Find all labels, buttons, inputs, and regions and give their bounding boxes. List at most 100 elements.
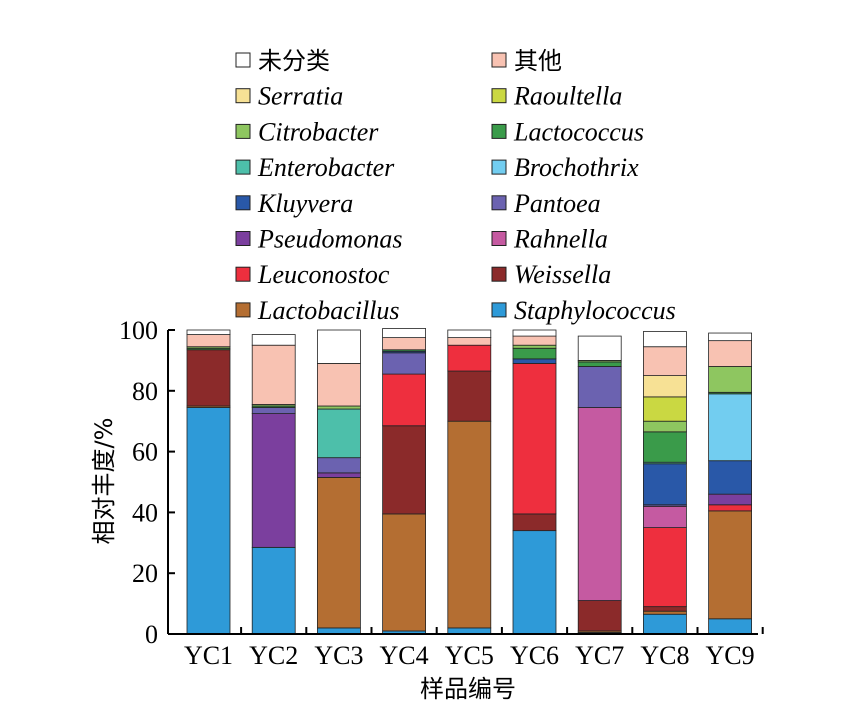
bar-segment-yc9-pseudomonas (708, 493, 752, 506)
x-tick-label-yc2: YC2 (249, 641, 298, 670)
legend-item-rahnella: Rahnella (491, 225, 608, 254)
x-axis-title: 样品编号 (420, 675, 516, 703)
bar-stack-yc1 (186, 329, 231, 635)
legend-swatch (491, 159, 507, 175)
bar-segment-yc4-lactobacillus (382, 513, 427, 632)
bar-segment-yc8-kluyvera (643, 463, 687, 506)
bar-segment-yc4-pantoea (382, 352, 427, 375)
bar-segment-yc6-kluyvera (512, 358, 557, 364)
bar-segment-yc5-leuconostoc (447, 344, 492, 372)
bar-segment-yc1-staphylococcus (186, 407, 231, 635)
y-axis-title: 相对丰度/% (90, 418, 118, 545)
legend-label: 未分类 (258, 47, 330, 75)
x-tick-label-yc1: YC1 (184, 641, 233, 670)
bar-segment-yc9-lactobacillus (708, 510, 752, 620)
bar-segment-yc1-未分类 (186, 329, 231, 335)
bar-segment-yc3-pseudomonas (316, 472, 361, 478)
legend-item-其他: 其他 (491, 47, 562, 75)
y-tick-label: 0 (145, 620, 158, 649)
legend-swatch (235, 266, 251, 282)
x-tick-label-yc9: YC9 (706, 641, 755, 670)
bar-segment-yc6-leuconostoc (512, 363, 557, 515)
bars (186, 328, 752, 635)
x-ticks: YC1 YC2 YC3 YC4 YC5 YC6 YC7 YC8 YC9 (184, 627, 764, 670)
bar-segment-yc8-weissella (643, 606, 687, 612)
bar-segment-yc5-weissella (447, 370, 492, 422)
bar-segment-yc4-其他 (382, 337, 427, 351)
x-tick-label-yc5: YC5 (445, 641, 494, 670)
bar-segment-yc8-rahnella (643, 505, 687, 529)
legend-swatch (235, 52, 251, 68)
legend-item-raoultella: Raoultella (491, 82, 622, 111)
legend-item-brochothrix: Brochothrix (491, 153, 639, 182)
legend-swatch (235, 88, 251, 104)
bar-segment-yc2-未分类 (251, 334, 296, 346)
x-tick-label-yc4: YC4 (380, 641, 429, 670)
bar-segment-yc8-citrobacter (643, 420, 687, 433)
legend-swatch (491, 195, 507, 211)
legend-swatch (491, 302, 507, 318)
legend-label: Brochothrix (514, 153, 639, 182)
y-tick-label: 40 (132, 498, 158, 527)
legend-label: 其他 (514, 47, 562, 75)
legend-item-weissella: Weissella (491, 260, 611, 289)
bar-segment-yc2-其他 (251, 344, 296, 405)
bar-segment-yc3-citrobacter (316, 405, 361, 410)
legend-item-citrobacter: Citrobacter (235, 117, 379, 146)
bar-segment-yc7-pantoea (577, 366, 622, 408)
bar-segment-yc3-lactobacillus (316, 477, 361, 629)
legend-item-serratia: Serratia (235, 82, 343, 111)
legend-label: Pseudomonas (257, 225, 402, 254)
bar-segment-yc9-kluyvera (708, 460, 752, 495)
bar-segment-yc3-enterobacter (316, 408, 361, 459)
legend-label: Pantoea (513, 189, 601, 218)
bar-segment-yc9-citrobacter (708, 366, 752, 393)
y-ticks: 0 20 40 60 80 100 (119, 316, 175, 649)
bar-segment-yc8-staphylococcus (643, 613, 687, 635)
bar-stack-yc5 (447, 329, 492, 635)
legend-label: Weissella (514, 260, 611, 289)
legend-swatch (491, 88, 507, 104)
legend-label: Serratia (258, 82, 343, 111)
y-tick-label: 80 (132, 377, 158, 406)
legend-item-pseudomonas: Pseudomonas (235, 225, 402, 254)
bar-segment-yc5-其他 (447, 337, 492, 346)
bar-segment-yc7-rahnella (577, 407, 622, 601)
bar-stack-yc3 (316, 329, 361, 635)
legend-item-leuconostoc: Leuconostoc (235, 260, 390, 289)
bar-segment-yc2-staphylococcus (251, 546, 296, 635)
bar-segment-yc8-lactobacillus (643, 610, 687, 615)
bar-segment-yc3-未分类 (316, 329, 361, 364)
legend-swatch (491, 52, 507, 68)
legend-swatch (235, 159, 251, 175)
bar-stack-yc7 (577, 335, 622, 635)
bar-segment-yc6-未分类 (512, 329, 557, 337)
bar-segment-yc5-未分类 (447, 329, 492, 338)
bar-stack-yc6 (512, 329, 557, 635)
legend-item-pantoea: Pantoea (491, 189, 601, 218)
bar-segment-yc3-其他 (316, 363, 361, 407)
legend-label: Enterobacter (257, 153, 395, 182)
bar-segment-yc5-lactobacillus (447, 420, 492, 629)
bar-segment-yc7-lactococcus (577, 361, 622, 367)
bar-segment-yc8-serratia (643, 375, 687, 398)
bar-segment-yc1-其他 (186, 334, 231, 348)
bar-segment-yc4-leuconostoc (382, 373, 427, 427)
legend-swatch (235, 302, 251, 318)
axes (167, 330, 758, 635)
bar-segment-yc7-未分类 (577, 335, 622, 361)
legend-item-未分类: 未分类 (235, 47, 330, 75)
x-tick-label-yc7: YC7 (575, 641, 624, 670)
bar-stack-yc2 (251, 334, 296, 635)
legend-swatch (491, 123, 507, 139)
legend-label: Lactococcus (513, 117, 644, 146)
bar-segment-yc8-leuconostoc (643, 527, 687, 608)
bar-segment-yc6-citrobacter (512, 344, 557, 349)
x-tick-label-yc8: YC8 (640, 641, 689, 670)
bar-segment-yc8-其他 (643, 346, 687, 377)
legend-swatch (235, 231, 251, 246)
x-tick-label-yc6: YC6 (510, 641, 559, 670)
bar-stack-yc9 (708, 332, 752, 635)
y-tick-label: 60 (132, 438, 158, 467)
legend-swatch (235, 195, 251, 211)
